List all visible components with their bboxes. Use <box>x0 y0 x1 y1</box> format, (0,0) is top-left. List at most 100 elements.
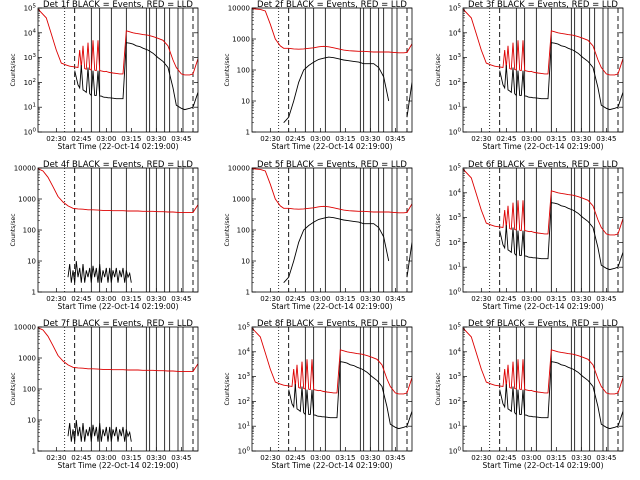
y-tick-label: 100 <box>237 67 250 75</box>
x-tick-label: 02:45 <box>71 295 91 303</box>
chart-panel-det-8f: Det 8f BLACK = Events, RED = LLD 100 101 10… <box>224 319 413 470</box>
chart-panel-det-1f: Det 1f BLACK = Events, RED = LLD 100 101 10… <box>10 0 199 151</box>
y-tick-label: 104 <box>449 188 462 197</box>
x-tick-label: 03:30 <box>571 454 591 462</box>
series-line-events <box>283 216 412 284</box>
x-axis-label: Start Time (22-Oct-14 02:19:00) <box>482 142 603 151</box>
y-tick-label: 104 <box>449 28 462 37</box>
y-tick-label: 100 <box>237 227 250 235</box>
y-axis-label: Counts/sec <box>435 372 442 405</box>
x-tick-label: 03:30 <box>571 295 591 303</box>
x-tick-label: 03:45 <box>385 135 405 143</box>
y-tick-label: 102 <box>24 78 36 87</box>
marker-lines <box>278 8 408 132</box>
series-line-lld <box>252 168 412 214</box>
plot-frame <box>37 326 199 452</box>
y-tick-label: 105 <box>24 4 37 13</box>
x-tick-label: 03:30 <box>146 454 166 462</box>
y-tick-label: 1 <box>32 448 36 456</box>
plot-frame <box>251 167 413 293</box>
y-tick-label: 102 <box>449 397 461 406</box>
y-tick-label: 10 <box>241 98 250 106</box>
x-tick-label: 02:30 <box>46 135 66 143</box>
panel-title: Det 4f BLACK = Events, RED = LLD <box>43 160 193 170</box>
series-line-events <box>499 42 623 111</box>
x-axis-label: Start Time (22-Oct-14 02:19:00) <box>271 302 392 311</box>
y-tick-label: 10 <box>27 258 36 266</box>
series-line-lld <box>463 327 623 395</box>
x-tick-label: 02:45 <box>496 295 516 303</box>
x-tick-label: 02:30 <box>260 454 280 462</box>
x-tick-label: 02:30 <box>260 135 280 143</box>
x-tick-label: 02:45 <box>285 135 305 143</box>
y-tick-label: 100 <box>23 386 36 394</box>
panel-title: Det 8f BLACK = Events, RED = LLD <box>257 319 407 329</box>
y-tick-label: 105 <box>449 4 462 13</box>
y-tick-label: 10 <box>241 258 250 266</box>
y-tick-label: 100 <box>449 447 462 456</box>
x-tick-label: 03:15 <box>121 454 141 462</box>
x-tick-label: 03:45 <box>171 295 191 303</box>
x-tick-label: 03:45 <box>385 295 405 303</box>
marker-lines <box>278 327 408 451</box>
chart-panel-det-9f: Det 9f BLACK = Events, RED = LLD 100 101 10… <box>435 319 624 470</box>
marker-lines <box>64 8 194 132</box>
series-line-events <box>499 361 623 430</box>
marker-lines <box>278 168 408 292</box>
x-tick-label: 02:30 <box>471 135 491 143</box>
x-tick-label: 03:00 <box>310 135 330 143</box>
y-tick-label: 103 <box>449 372 462 381</box>
marker-lines <box>64 327 194 451</box>
y-tick-label: 103 <box>24 53 37 62</box>
y-axis-label: Counts/sec <box>224 53 231 86</box>
y-tick-label: 1000 <box>232 36 250 44</box>
x-tick-label: 03:00 <box>521 454 541 462</box>
plot-frame <box>251 326 413 452</box>
x-tick-label: 03:45 <box>596 295 616 303</box>
plot-frame <box>462 7 624 133</box>
y-axis-label: Counts/sec <box>224 213 231 246</box>
y-tick-label: 1000 <box>232 196 250 204</box>
chart-panel-det-5f: Det 5f BLACK = Events, RED = LLD 1 10 100 10… <box>224 160 413 311</box>
x-tick-label: 03:30 <box>146 295 166 303</box>
plot-frame <box>37 7 199 133</box>
y-axis-label: Counts/sec <box>10 372 17 405</box>
chart-panel-det-7f: Det 7f BLACK = Events, RED = LLD 1 10 100 10… <box>10 319 199 470</box>
y-tick-label: 100 <box>449 128 462 137</box>
y-tick-label: 102 <box>449 78 461 87</box>
y-tick-label: 101 <box>449 103 461 112</box>
x-tick-label: 02:45 <box>71 454 91 462</box>
plot-frame <box>462 326 624 452</box>
x-axis-label: Start Time (22-Oct-14 02:19:00) <box>271 142 392 151</box>
panel-title: Det 9f BLACK = Events, RED = LLD <box>468 319 618 329</box>
y-tick-label: 105 <box>449 164 462 173</box>
plot-frame <box>37 167 199 293</box>
y-tick-label: 1 <box>246 129 250 137</box>
y-tick-label: 10000 <box>14 324 36 332</box>
x-tick-label: 02:30 <box>471 295 491 303</box>
x-axis-label: Start Time (22-Oct-14 02:19:00) <box>482 461 603 470</box>
panel-title: Det 3f BLACK = Events, RED = LLD <box>468 0 618 10</box>
y-tick-label: 101 <box>24 103 36 112</box>
marker-lines <box>489 168 619 292</box>
x-tick-label: 03:15 <box>335 295 355 303</box>
x-axis-label: Start Time (22-Oct-14 02:19:00) <box>57 461 178 470</box>
x-tick-label: 02:45 <box>496 454 516 462</box>
x-tick-label: 03:15 <box>546 295 566 303</box>
y-tick-label: 100 <box>449 288 462 297</box>
x-tick-label: 02:45 <box>71 135 91 143</box>
panel-title: Det 5f BLACK = Events, RED = LLD <box>257 160 407 170</box>
series-line-lld <box>463 168 623 236</box>
x-tick-label: 02:30 <box>260 295 280 303</box>
x-tick-label: 03:30 <box>360 135 380 143</box>
panel-title: Det 2f BLACK = Events, RED = LLD <box>257 0 407 10</box>
x-tick-label: 03:30 <box>360 454 380 462</box>
y-tick-label: 105 <box>449 323 462 332</box>
y-tick-label: 100 <box>23 227 36 235</box>
marker-lines <box>489 327 619 451</box>
panel-title: Det 7f BLACK = Events, RED = LLD <box>43 319 193 329</box>
y-axis-label: Counts/sec <box>224 372 231 405</box>
series-line-events <box>288 361 412 430</box>
x-tick-label: 03:30 <box>571 135 591 143</box>
